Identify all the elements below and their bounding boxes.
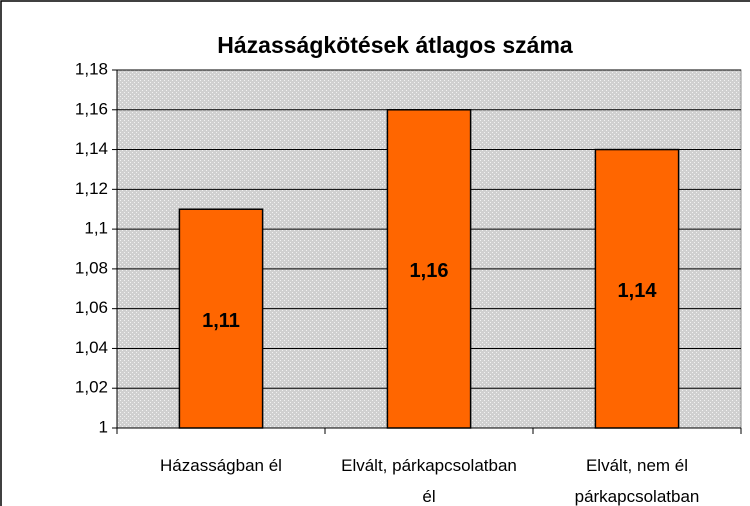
- chart-title: Házasságkötések átlagos száma: [217, 32, 573, 58]
- bar: [594, 148, 680, 429]
- y-tick-label: 1,08: [75, 258, 108, 277]
- data-label: 1,16: [410, 260, 449, 282]
- y-tick-label: 1,1: [84, 219, 108, 238]
- data-label: 1,11: [202, 310, 240, 332]
- data-label: 1,14: [618, 280, 658, 302]
- y-tick-label: 1,04: [75, 338, 108, 357]
- y-tick-label: 1,06: [75, 298, 108, 317]
- bar: [386, 109, 472, 429]
- y-tick-label: 1,14: [75, 139, 108, 158]
- bar: [178, 208, 264, 429]
- x-tick-label: Elvált, nem él párkapcsolatban: [574, 456, 700, 506]
- y-tick-label: 1: [99, 417, 108, 436]
- y-tick-label: 1,16: [75, 99, 108, 118]
- x-tick-label: Házasságban él: [160, 456, 282, 475]
- y-tick-label: 1,02: [75, 378, 108, 397]
- x-tick-label: Elvált, párkapcsolatban él: [341, 456, 517, 506]
- y-tick-label: 1,12: [75, 179, 108, 198]
- y-tick-label: 1,18: [75, 59, 108, 78]
